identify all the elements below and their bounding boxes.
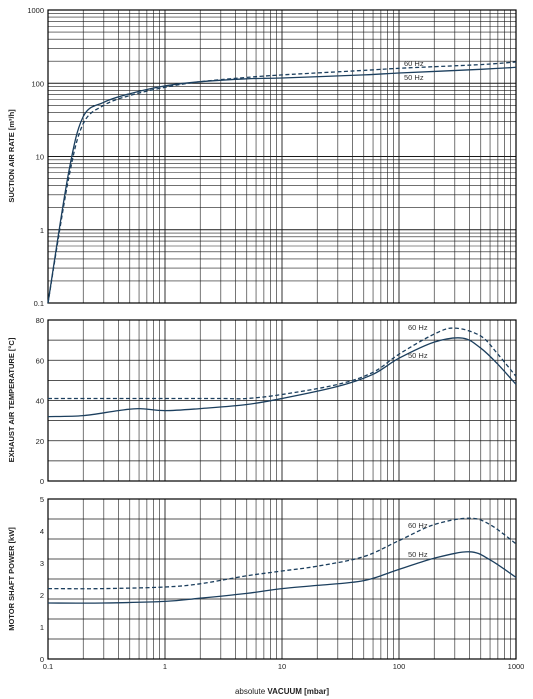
grid-lines (47, 10, 516, 304)
y-tick-label: 1000 (27, 6, 44, 15)
chart-panel-2: 0 20 40 60 80 EXHAUST AIR TEMPERATURE [°C] 60 … (7, 316, 517, 486)
x-axis-label: absolute VACUUM [mbar] (235, 687, 329, 696)
x-tick-label: 10 (278, 662, 286, 671)
chart-panel-3: 0 1 2 3 4 5 MOTOR SHAFT POWER [kW] 60 Hz 50 Hz (7, 495, 517, 664)
y-axis-label: SUCTION AIR RATE [m³/h] (7, 109, 16, 203)
x-axis-label-prefix: absolute (235, 687, 267, 696)
y-tick-label: 20 (36, 437, 44, 446)
grid-lines (47, 319, 516, 482)
y-tick-label: 1 (40, 226, 44, 235)
y-tick-label: 0.1 (34, 299, 44, 308)
plot-frame (47, 498, 517, 660)
series-label: 50 Hz (408, 550, 428, 559)
series-label: 50 Hz (408, 351, 428, 360)
y-axis-label: MOTOR SHAFT POWER [kW] (7, 527, 16, 631)
y-tick-label: 3 (40, 559, 44, 568)
series-line-50hz (47, 66, 517, 304)
x-tick-label: 1 (163, 662, 167, 671)
series-label: 60 Hz (408, 323, 428, 332)
series-line-60hz (47, 61, 517, 304)
chart-panel-1: 0.1 1 10 100 1000 SUCTION AIR RATE [m³/h] 60 H… (7, 6, 517, 308)
y-tick-label: 40 (36, 397, 44, 406)
y-tick-label: 0 (40, 655, 44, 664)
y-tick-label: 100 (31, 79, 44, 88)
series-line-50hz (47, 337, 517, 418)
x-tick-label: 1000 (508, 662, 525, 671)
y-tick-label: 0 (40, 477, 44, 486)
y-tick-label: 80 (36, 316, 44, 325)
x-tick-label: 0.1 (43, 662, 53, 671)
series-label: 60 Hz (408, 521, 428, 530)
x-axis-label-unit: [mbar] (302, 687, 329, 696)
y-tick-label: 4 (40, 527, 44, 536)
series-line-50hz (47, 551, 517, 604)
y-tick-label: 2 (40, 591, 44, 600)
x-tick-labels: 0.1 1 10 100 1000 (43, 662, 525, 671)
y-tick-label: 60 (36, 356, 44, 365)
x-axis-label-bold: VACUUM (267, 687, 302, 696)
plot-frame (47, 319, 517, 482)
series-label: 50 Hz (404, 73, 424, 82)
x-tick-label: 100 (393, 662, 406, 671)
y-tick-label: 5 (40, 495, 44, 504)
y-tick-label: 10 (36, 153, 44, 162)
series-label: 60 Hz (404, 59, 424, 68)
y-tick-label: 1 (40, 623, 44, 632)
y-axis-label: EXHAUST AIR TEMPERATURE [°C] (7, 337, 16, 462)
plot-frame (47, 9, 517, 304)
series-line-60hz (47, 517, 517, 590)
grid-lines (47, 498, 516, 660)
